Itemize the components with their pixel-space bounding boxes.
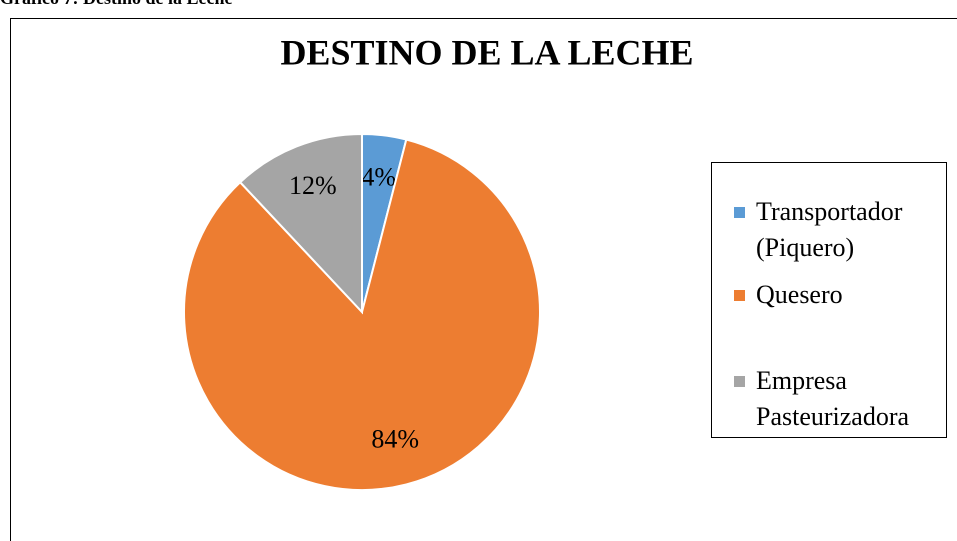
legend-item: Quesero bbox=[734, 277, 944, 313]
legend-item: Empresa Pasteurizadora bbox=[734, 363, 944, 435]
data-label: 84% bbox=[371, 424, 419, 453]
legend-label: Empresa Pasteurizadora bbox=[756, 366, 910, 431]
data-label: 12% bbox=[289, 171, 337, 200]
data-label: 4% bbox=[361, 163, 396, 192]
legend-swatch bbox=[734, 290, 745, 301]
chart-title: DESTINO DE LA LECHE bbox=[280, 32, 693, 72]
legend-box bbox=[711, 162, 947, 438]
caption: Gráfico 7: Destino de la Leche bbox=[0, 0, 232, 8]
legend-label: Transportador (Piquero) bbox=[756, 197, 903, 262]
pie-slice bbox=[238, 132, 363, 315]
legend-swatch bbox=[734, 376, 745, 387]
legend-swatch bbox=[734, 207, 745, 218]
pie-slice bbox=[183, 138, 541, 491]
legend-label: Quesero bbox=[756, 280, 843, 309]
legend-item: Transportador (Piquero) bbox=[734, 194, 944, 266]
